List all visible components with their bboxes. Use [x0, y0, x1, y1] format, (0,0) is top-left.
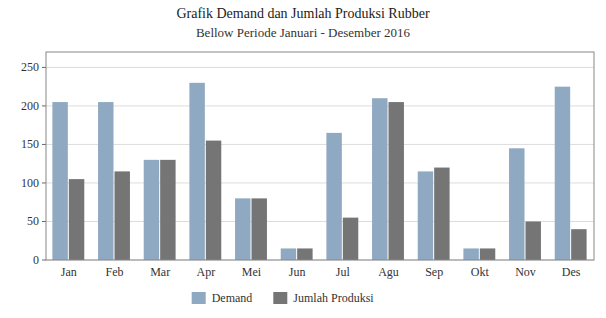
bar: [418, 171, 433, 260]
x-tick-label: Mei: [242, 265, 262, 279]
chart: Grafik Demand dan Jumlah Produksi Rubber…: [0, 0, 606, 318]
bar: [555, 87, 570, 260]
bar: [206, 141, 221, 260]
bar: [343, 218, 358, 260]
x-tick-label: Nov: [515, 265, 536, 279]
y-tick: [42, 221, 46, 222]
y-tick: [42, 105, 46, 106]
bar: [389, 102, 404, 260]
bar: [281, 248, 296, 260]
bar: [98, 102, 113, 260]
x-tick-label: Des: [562, 265, 581, 279]
bar: [189, 83, 204, 260]
y-tick-label: 250: [21, 60, 39, 74]
bar: [480, 248, 495, 260]
plot-frame: [46, 52, 594, 260]
y-tick: [42, 182, 46, 183]
bar: [160, 160, 175, 260]
title: Grafik Demand dan Jumlah Produksi Rubber: [176, 6, 429, 21]
legend-swatch: [273, 292, 287, 304]
subtitle: Bellow Periode Januari - Desember 2016: [196, 25, 411, 40]
x-tick-label: Jul: [336, 265, 351, 279]
grid-line: [46, 144, 594, 145]
y-tick-label: 0: [33, 253, 39, 267]
y-tick: [42, 260, 46, 261]
bar: [69, 179, 84, 260]
bar: [52, 102, 67, 260]
bar: [326, 133, 341, 260]
x-tick-label: Apr: [196, 265, 215, 279]
bar: [571, 229, 586, 260]
x-tick-label: Mar: [150, 265, 170, 279]
grid-line: [46, 67, 594, 68]
legend-label: Jumlah Produksi: [293, 291, 374, 305]
bar: [434, 168, 449, 260]
bar: [463, 248, 478, 260]
y-tick-label: 100: [21, 176, 39, 190]
x-tick-label: Feb: [106, 265, 124, 279]
y-tick-label: 150: [21, 137, 39, 151]
x-tick-label: Sep: [425, 265, 443, 279]
legend-label: Demand: [212, 291, 253, 305]
y-tick: [42, 67, 46, 68]
bars: [52, 83, 586, 260]
y-tick-label: 200: [21, 99, 39, 113]
grid-line: [46, 105, 594, 106]
x-tick-label: Jan: [61, 265, 77, 279]
legend-swatch: [192, 292, 206, 304]
x-tick-label: Agu: [378, 265, 399, 279]
legend: Demand Jumlah Produksi: [192, 291, 375, 305]
y-tick-label: 50: [27, 214, 39, 228]
bar: [509, 148, 524, 260]
bar: [526, 221, 541, 260]
x-tick-label: Okt: [471, 265, 490, 279]
bar: [372, 98, 387, 260]
y-tick: [42, 144, 46, 145]
bar: [297, 248, 312, 260]
x-tick-label: Jun: [289, 265, 306, 279]
bar: [252, 198, 267, 260]
bar: [235, 198, 250, 260]
bar: [144, 160, 159, 260]
bar: [115, 171, 130, 260]
